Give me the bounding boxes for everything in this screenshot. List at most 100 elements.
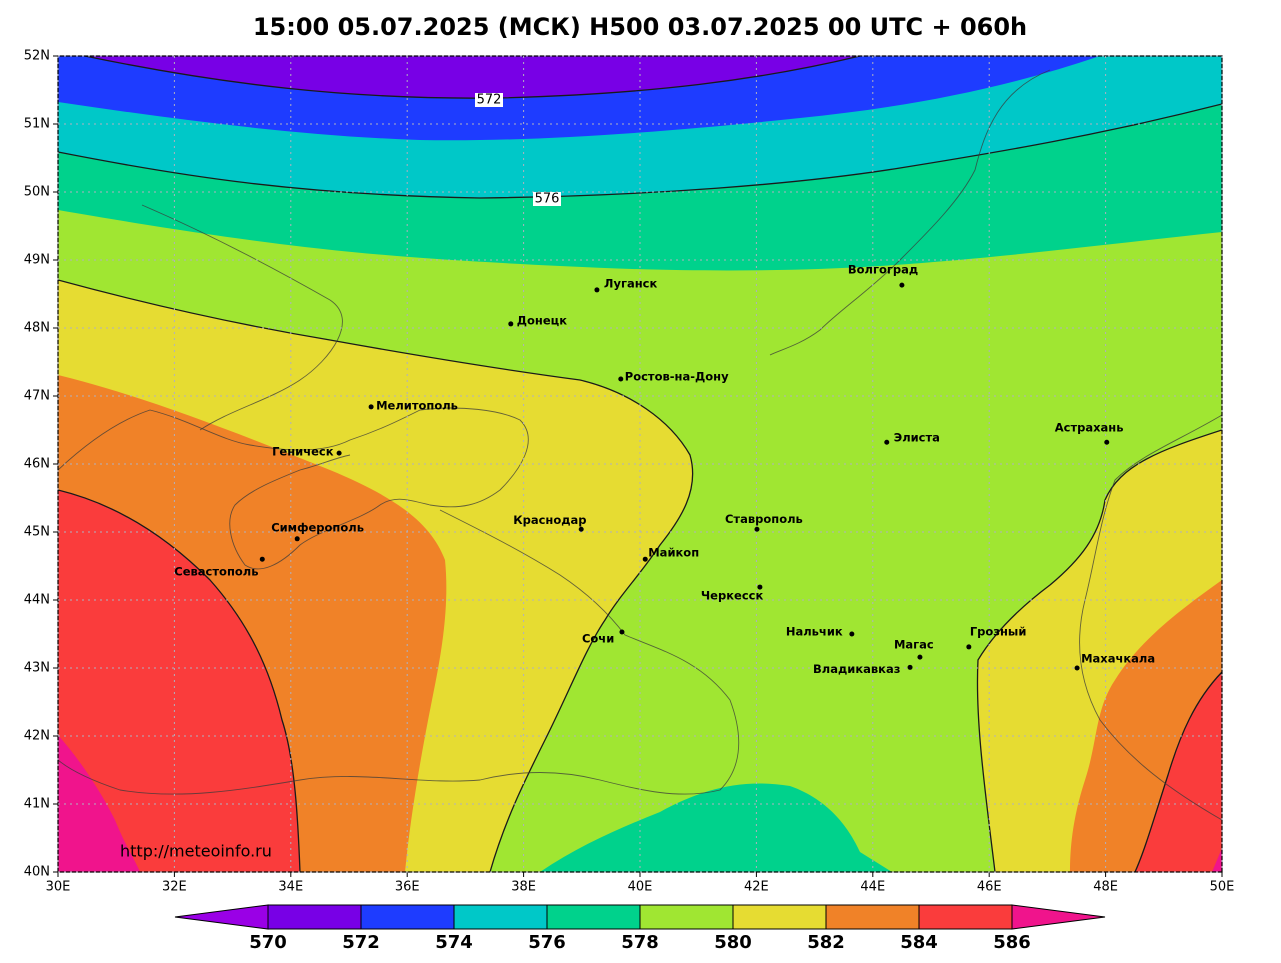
colorbar-segment xyxy=(360,904,455,930)
colorbar-label: 586 xyxy=(993,932,1031,953)
city-dot xyxy=(368,404,374,410)
y-tick-label: 49N xyxy=(24,253,50,268)
city-dot xyxy=(917,654,923,660)
contour-line xyxy=(1134,671,1222,872)
colorbar-segment xyxy=(267,904,362,930)
colorbar-label: 578 xyxy=(621,932,659,953)
field-588-west xyxy=(58,735,140,872)
contour-label-bg xyxy=(475,93,503,107)
contour-label-bg xyxy=(533,192,561,206)
y-tick-label: 45N xyxy=(24,525,50,540)
colorbar-segment xyxy=(825,904,920,930)
city-dot xyxy=(1104,439,1110,445)
city-label: Элиста xyxy=(894,431,940,445)
city-label: Сочи xyxy=(582,631,614,645)
contour-line xyxy=(58,103,1222,199)
colorbar-label: 576 xyxy=(528,932,566,953)
y-tick-label: 48N xyxy=(24,321,50,336)
city-label: Симферополь xyxy=(271,520,364,534)
y-tick-label: 51N xyxy=(24,117,50,132)
x-tick-label: 48E xyxy=(1093,880,1118,895)
city-dot xyxy=(578,526,584,532)
contour-line xyxy=(58,489,301,872)
field-586-east xyxy=(1135,672,1222,872)
y-tick-label: 50N xyxy=(24,185,50,200)
city-label: Ростов-на-Дону xyxy=(625,370,729,384)
contour-label: 576 xyxy=(535,192,560,207)
x-tick-label: 40E xyxy=(628,880,653,895)
city-label: Мелитополь xyxy=(376,398,458,412)
colorbar-label: 570 xyxy=(249,932,287,953)
colorbar-label: 582 xyxy=(807,932,845,953)
x-tick-label: 46E xyxy=(977,880,1002,895)
city-dot xyxy=(754,526,760,532)
city-label: Владикавказ xyxy=(813,662,900,676)
city-label: Геническ xyxy=(272,445,334,459)
city-dot xyxy=(757,584,763,590)
x-tick-label: 42E xyxy=(744,880,769,895)
colorbar-label: 580 xyxy=(714,932,752,953)
contour-label: 572 xyxy=(477,93,502,108)
field-578-south xyxy=(540,783,892,872)
source-url: http://meteoinfo.ru xyxy=(120,842,272,861)
y-tick-label: 46N xyxy=(24,457,50,472)
city-label: Магас xyxy=(894,638,934,652)
colorbar-segment xyxy=(732,904,827,930)
coastline xyxy=(58,407,529,570)
city-dot xyxy=(884,439,890,445)
city-dot xyxy=(849,631,855,637)
y-tick-label: 41N xyxy=(24,797,50,812)
axes: 30E 32E 34E 36E 38E 40E 42E 44E 46E 48E 50E 40N 41N 4… xyxy=(24,49,1235,895)
city-label: Краснодар xyxy=(513,513,586,527)
y-tick-label: 47N xyxy=(24,389,50,404)
map-labels: 572 576 Волгоград Луганск Донецк Ростов-на-До… xyxy=(174,93,1155,676)
colorbar-segment xyxy=(639,904,734,930)
x-tick-label: 36E xyxy=(395,880,420,895)
colorbar-label: 574 xyxy=(435,932,473,953)
colorbar-label: 572 xyxy=(342,932,380,953)
x-tick-label: 44E xyxy=(860,880,885,895)
city-dot xyxy=(966,644,972,650)
river xyxy=(141,204,343,431)
city-label: Луганск xyxy=(604,276,658,290)
city-label: Ставрополь xyxy=(725,512,803,526)
colorbar-over xyxy=(1011,904,1106,930)
map-title: 15:00 05.07.2025 (МСК) H500 03.07.2025 0… xyxy=(253,13,1027,41)
city-dot xyxy=(899,282,905,288)
city-dot xyxy=(294,536,300,542)
colorbar-segment xyxy=(918,904,1013,930)
city-dot xyxy=(508,321,514,327)
field-588-east xyxy=(1212,848,1222,872)
city-label: Астрахань xyxy=(1055,421,1124,435)
city-dot xyxy=(594,287,600,293)
city-dot xyxy=(1074,665,1080,671)
contour-line xyxy=(976,429,1222,872)
river xyxy=(769,69,1051,356)
city-label: Черкесск xyxy=(701,589,764,603)
y-tick-label: 42N xyxy=(24,729,50,744)
y-tick-label: 40N xyxy=(24,865,50,880)
city-dot xyxy=(336,450,342,456)
x-tick-label: 38E xyxy=(511,880,536,895)
contour-line xyxy=(58,279,694,872)
colorbar-label: 584 xyxy=(900,932,938,953)
city-label: Махачкала xyxy=(1081,652,1155,666)
field-586-west xyxy=(58,490,300,872)
city-label: Волгоград xyxy=(848,263,918,277)
x-tick-label: 32E xyxy=(162,880,187,895)
y-tick-label: 52N xyxy=(24,49,50,64)
x-tick-label: 30E xyxy=(46,880,71,895)
city-dot xyxy=(259,556,265,562)
city-dot xyxy=(619,629,625,635)
colorbar: 570 572 574 576 578 580 582 584 586 xyxy=(174,904,1106,953)
x-tick-label: 50E xyxy=(1210,880,1235,895)
city-label: Севастополь xyxy=(174,565,258,579)
city-label: Майкоп xyxy=(648,546,699,560)
city-dot xyxy=(642,556,648,562)
x-tick-label: 34E xyxy=(278,880,303,895)
city-label: Донецк xyxy=(517,313,567,327)
colorbar-segment xyxy=(453,904,548,930)
city-label: Нальчик xyxy=(786,625,843,639)
colorbar-under xyxy=(174,904,269,930)
